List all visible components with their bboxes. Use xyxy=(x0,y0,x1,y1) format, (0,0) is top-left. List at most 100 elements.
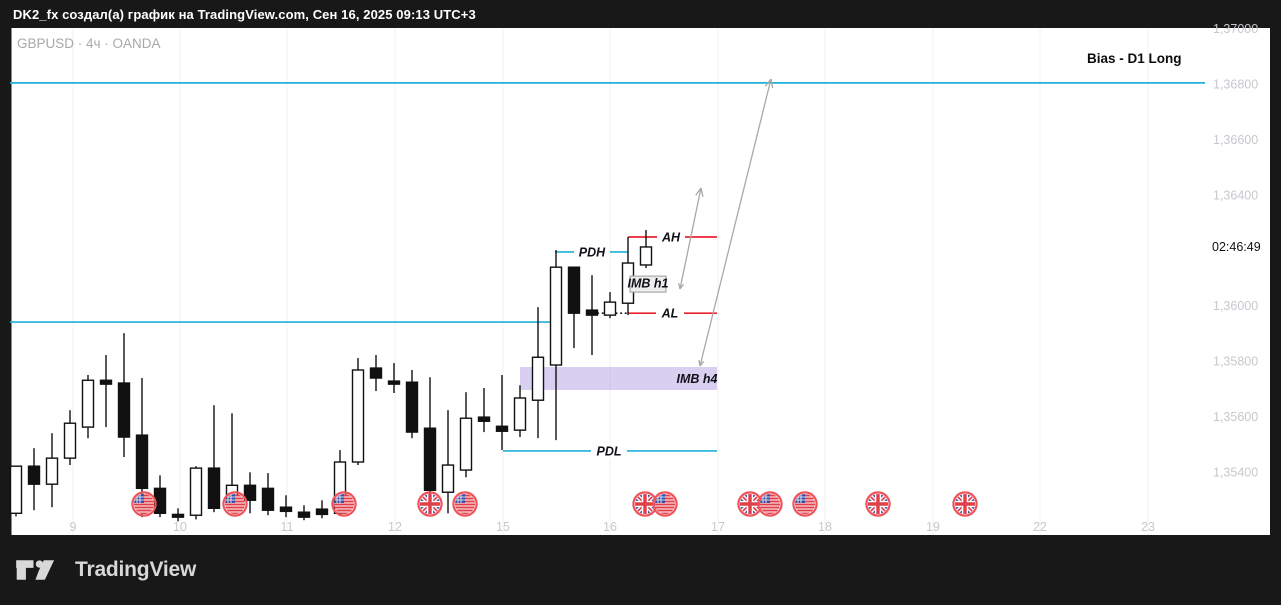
candle-body xyxy=(189,467,203,516)
candle xyxy=(81,374,95,439)
time-axis-label: 22 xyxy=(1033,520,1047,534)
flag-art xyxy=(455,494,475,514)
flag-ring xyxy=(131,491,157,517)
economic-event-us-flag-icon[interactable] xyxy=(452,491,478,517)
projection-arrow-line xyxy=(699,78,772,367)
projection-arrow-line xyxy=(679,187,702,290)
arrowhead xyxy=(699,360,705,367)
arrowhead xyxy=(764,78,772,87)
candle xyxy=(45,433,59,508)
asia-low-line-label: AL xyxy=(661,307,679,321)
projection-arrow xyxy=(698,78,774,367)
economic-event-us-flag-icon[interactable] xyxy=(792,491,818,517)
candle-body xyxy=(441,464,455,493)
candle-body xyxy=(117,382,131,438)
us-flag-canton xyxy=(134,494,144,503)
economic-event-us-flag-icon[interactable] xyxy=(757,491,783,517)
flag-ring xyxy=(417,491,443,517)
time-axis-label: 15 xyxy=(496,520,510,534)
pdh-line-label: PDH xyxy=(579,245,606,259)
flag-ring xyxy=(452,491,478,517)
flag-ring xyxy=(952,491,978,517)
time-axis-label: 18 xyxy=(818,520,832,534)
candle-body xyxy=(99,379,113,385)
us-flag-canton xyxy=(225,494,235,503)
economic-event-us-flag-icon[interactable] xyxy=(131,491,157,517)
flag-art xyxy=(655,494,675,514)
economic-event-us-flag-icon[interactable] xyxy=(652,491,678,517)
imbalance-h4-label: IMB h4 xyxy=(677,372,718,386)
candle-body xyxy=(171,513,185,518)
candle xyxy=(477,388,491,433)
price-axis-label: 1,36800 xyxy=(1213,78,1258,92)
price-axis-label: 1,36400 xyxy=(1213,188,1258,202)
economic-event-uk-flag-icon[interactable] xyxy=(737,491,763,517)
arrowhead xyxy=(700,187,704,197)
candle xyxy=(495,374,509,451)
bar-close-countdown: 02:46:49 xyxy=(1212,240,1261,254)
candle-body xyxy=(423,427,437,491)
flag-art xyxy=(795,494,815,514)
us-flag-canton xyxy=(455,494,465,503)
candle-body xyxy=(45,457,59,485)
pdl-line-label-bg xyxy=(591,442,627,459)
economic-event-uk-flag-icon[interactable] xyxy=(865,491,891,517)
candle xyxy=(243,472,257,514)
candle-body xyxy=(405,381,419,433)
imbalance-h4-zone xyxy=(520,366,717,390)
candle xyxy=(153,475,167,518)
candle xyxy=(9,465,23,517)
time-axis-label: 12 xyxy=(388,520,402,534)
asia-high-line-label-bg xyxy=(657,228,685,245)
arrowhead xyxy=(678,282,681,290)
candle xyxy=(117,333,131,458)
asia-low-line-label-bg xyxy=(656,305,684,322)
flag-ring xyxy=(652,491,678,517)
candle-body xyxy=(207,467,221,510)
flag-ring xyxy=(222,491,248,517)
candle-body xyxy=(333,461,347,514)
candle xyxy=(387,363,401,394)
time-axis-label: 17 xyxy=(711,520,725,534)
candle-body xyxy=(81,379,95,428)
candle xyxy=(171,508,185,522)
candle xyxy=(99,355,113,428)
arrowhead xyxy=(698,359,701,367)
candle xyxy=(639,230,653,269)
candle-body xyxy=(387,380,401,385)
flag-ring xyxy=(792,491,818,517)
pdh-line-label-bg xyxy=(574,243,610,260)
candle xyxy=(207,405,221,513)
economic-event-us-flag-icon[interactable] xyxy=(222,491,248,517)
tradingview-logo-text: TradingView xyxy=(75,558,197,581)
flag-art xyxy=(635,494,655,514)
candle xyxy=(351,358,365,466)
candle-body xyxy=(9,465,23,514)
symbol-watermark-title: GBPUSD · 4ч · OANDA xyxy=(17,36,161,51)
economic-event-us-flag-icon[interactable] xyxy=(331,491,357,517)
price-axis-label: 1,35800 xyxy=(1213,355,1258,369)
candle-body xyxy=(495,425,509,432)
tradingview-logo[interactable]: TradingView xyxy=(14,557,196,583)
candle-body xyxy=(243,484,257,501)
economic-event-uk-flag-icon[interactable] xyxy=(632,491,658,517)
price-axis-label: 1,36000 xyxy=(1213,299,1258,313)
attribution-text: DK2_fx создал(а) график на TradingView.c… xyxy=(13,6,476,22)
time-axis-label: 9 xyxy=(70,520,77,534)
economic-event-uk-flag-icon[interactable] xyxy=(417,491,443,517)
flag-ring xyxy=(865,491,891,517)
candle xyxy=(459,392,473,478)
candle-body xyxy=(279,506,293,513)
attribution-bar: DK2_fx создал(а) график на TradingView.c… xyxy=(0,0,1281,28)
candle-body xyxy=(261,487,275,511)
flag-art xyxy=(334,494,354,514)
candle xyxy=(189,466,203,520)
flag-ring xyxy=(331,491,357,517)
us-flag-canton xyxy=(795,494,805,503)
candle xyxy=(423,377,437,514)
candle xyxy=(261,473,275,516)
economic-event-uk-flag-icon[interactable] xyxy=(952,491,978,517)
time-axis-label: 16 xyxy=(603,520,617,534)
candle xyxy=(567,266,581,349)
